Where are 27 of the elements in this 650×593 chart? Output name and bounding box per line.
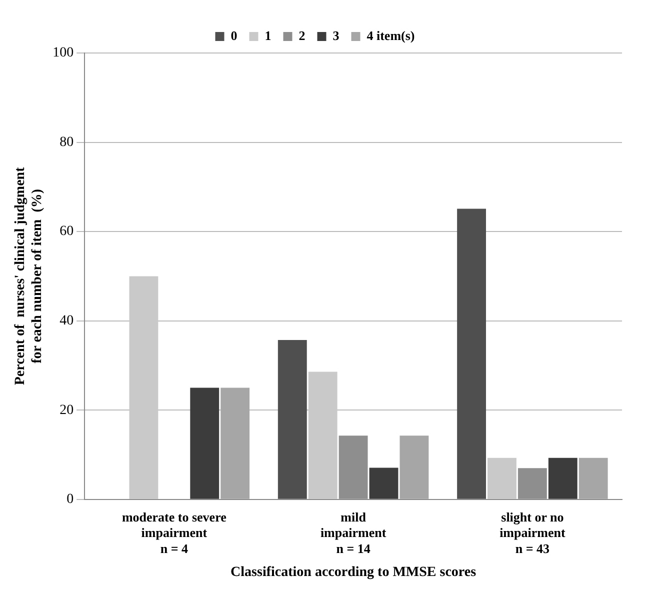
bar bbox=[457, 208, 486, 499]
x-tick-label: moderate to severe impairment n = 4 bbox=[122, 510, 227, 556]
y-tick-label: 60 bbox=[60, 224, 74, 240]
legend-label: 1 bbox=[264, 28, 272, 43]
y-tick-label: 0 bbox=[66, 492, 74, 508]
bar bbox=[488, 458, 516, 499]
legend-label: 2 bbox=[298, 28, 306, 43]
bar bbox=[278, 340, 307, 499]
bar bbox=[308, 372, 338, 499]
bar bbox=[578, 458, 608, 499]
y-axis-title: Percent of nurses' clinical judgment for each number of item (%) bbox=[13, 166, 45, 386]
bar bbox=[369, 468, 398, 499]
bar bbox=[129, 276, 158, 499]
y-tick-label: 40 bbox=[60, 314, 74, 329]
bar bbox=[220, 388, 250, 499]
legend-label: 3 bbox=[332, 28, 340, 43]
bar bbox=[190, 388, 220, 499]
bar bbox=[400, 436, 429, 499]
x-tick-label: mild impairment n = 14 bbox=[320, 510, 387, 556]
y-tick-label: 20 bbox=[60, 402, 74, 418]
legend-label: 0 bbox=[230, 28, 238, 43]
x-tick-label: slight or no impairment n = 43 bbox=[500, 510, 566, 556]
x-axis-title: Classification according to MMSE scores bbox=[230, 565, 477, 580]
legend-label: 4 item(s) bbox=[366, 28, 415, 43]
y-tick-label: 100 bbox=[52, 46, 74, 61]
y-tick-label: 80 bbox=[60, 134, 74, 150]
bar bbox=[548, 458, 578, 499]
